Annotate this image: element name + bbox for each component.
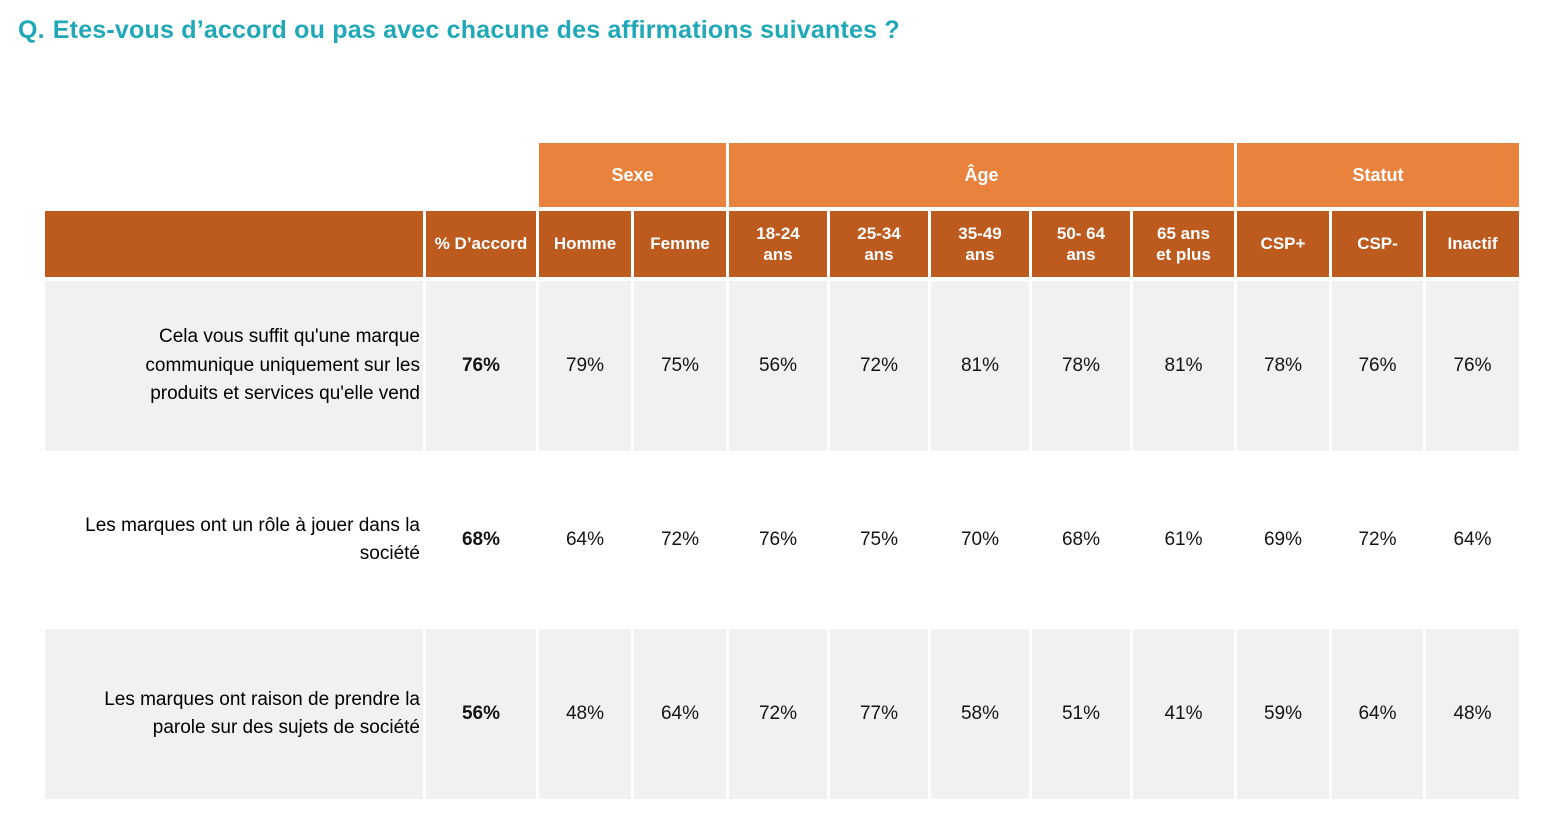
header-cell-18-24-ans: 18-24 ans (729, 211, 827, 277)
value-cell: 77% (830, 629, 928, 799)
value-cell: 64% (634, 629, 726, 799)
header-cell-inactif: Inactif (1426, 211, 1519, 277)
group-header-age: Âge (729, 143, 1234, 207)
header-label: Homme (553, 234, 617, 254)
column-header-spacer (45, 211, 423, 277)
value-cell: 48% (1426, 629, 1519, 799)
value-cell: 76% (1426, 281, 1519, 451)
header-label: 65 ans et plus (1156, 223, 1211, 264)
header-label: Femme (650, 234, 710, 254)
header-cell-35-49-ans: 35-49 ans (931, 211, 1029, 277)
value-cell: 51% (1032, 629, 1130, 799)
group-header-spacer (45, 143, 536, 207)
value-cell: 72% (1332, 455, 1423, 625)
results-table: Sexe Âge Statut % D’accord Homme Femme 1… (45, 143, 1519, 799)
question-prefix: Q. (18, 16, 45, 44)
header-cell-65-ans-et-plus: 65 ans et plus (1133, 211, 1234, 277)
header-label: CSP- (1357, 234, 1398, 254)
header-label: 50- 64 ans (1056, 223, 1106, 264)
header-label: CSP+ (1260, 234, 1306, 254)
value-cell: 68% (1032, 455, 1130, 625)
value-cell: 78% (1237, 281, 1329, 451)
value-cell: 56% (426, 629, 536, 799)
value-cell: 75% (830, 455, 928, 625)
question-text: Etes-vous d’accord ou pas avec chacune d… (52, 16, 900, 44)
header-cell-csp-minus: CSP- (1332, 211, 1423, 277)
value-cell: 64% (539, 455, 631, 625)
value-cell: 79% (539, 281, 631, 451)
header-cell-femme: Femme (634, 211, 726, 277)
header-cell-csp-plus: CSP+ (1237, 211, 1329, 277)
value-cell: 61% (1133, 455, 1234, 625)
value-cell: 72% (634, 455, 726, 625)
value-cell: 81% (931, 281, 1029, 451)
value-cell: 68% (426, 455, 536, 625)
value-cell: 76% (426, 281, 536, 451)
header-label: 35-49 ans (958, 223, 1002, 264)
value-cell: 75% (634, 281, 726, 451)
header-label: Inactif (1447, 234, 1498, 254)
value-cell: 76% (729, 455, 827, 625)
row-label: Cela vous suffit qu'une marque communiqu… (45, 281, 423, 451)
header-cell-homme: Homme (539, 211, 631, 277)
header-cell-pct-accord: % D’accord (426, 211, 536, 277)
group-header-statut: Statut (1237, 143, 1519, 207)
value-cell: 72% (729, 629, 827, 799)
row-label: Les marques ont un rôle à jouer dans la … (45, 455, 423, 625)
value-cell: 72% (830, 281, 928, 451)
value-cell: 76% (1332, 281, 1423, 451)
group-header-sexe: Sexe (539, 143, 726, 207)
value-cell: 70% (931, 455, 1029, 625)
value-cell: 64% (1332, 629, 1423, 799)
value-cell: 59% (1237, 629, 1329, 799)
value-cell: 56% (729, 281, 827, 451)
header-label: 18-24 ans (756, 223, 800, 264)
value-cell: 78% (1032, 281, 1130, 451)
value-cell: 69% (1237, 455, 1329, 625)
value-cell: 48% (539, 629, 631, 799)
header-cell-50-64-ans: 50- 64 ans (1032, 211, 1130, 277)
value-cell: 64% (1426, 455, 1519, 625)
header-cell-25-34-ans: 25-34 ans (830, 211, 928, 277)
header-label: 25-34 ans (857, 223, 901, 264)
row-label: Les marques ont raison de prendre la par… (45, 629, 423, 799)
value-cell: 81% (1133, 281, 1234, 451)
value-cell: 58% (931, 629, 1029, 799)
header-label: % D’accord (434, 234, 528, 254)
question-title: Q. Etes-vous d’accord ou pas avec chacune… (18, 16, 900, 45)
value-cell: 41% (1133, 629, 1234, 799)
